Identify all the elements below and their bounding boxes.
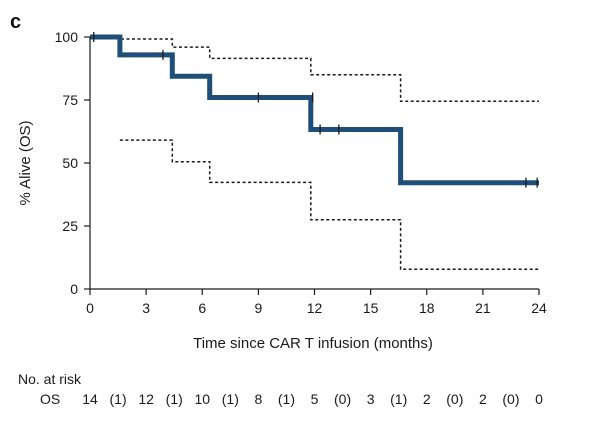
x-tick-label: 24 <box>531 300 547 316</box>
risk-value: 8 <box>254 391 262 407</box>
x-axis-title: Time since CAR T infusion (months) <box>193 335 433 352</box>
x-tick-label: 9 <box>254 300 262 316</box>
plot-area <box>90 32 539 271</box>
y-axis-ticks: 0 25 50 75 100 <box>55 29 90 297</box>
risk-table-title: No. at risk <box>18 371 82 387</box>
risk-table: No. at risk OS 14 (1) 12 (1) 10 (1) 8 (1) 5 (0) 3 (… <box>18 371 543 407</box>
x-axis-ticks: 0 3 6 9 12 15 18 21 24 <box>86 289 547 316</box>
risk-value: 5 <box>311 391 319 407</box>
risk-value: (1) <box>110 391 127 407</box>
risk-value: 2 <box>423 391 431 407</box>
risk-value: (1) <box>390 391 407 407</box>
lower-ci-line <box>119 139 539 271</box>
y-tick-label: 50 <box>62 155 78 171</box>
risk-value: 10 <box>194 391 210 407</box>
survival-estimate-line <box>90 34 539 186</box>
upper-ci-line <box>90 36 539 103</box>
y-axis-title: % Alive (OS) <box>17 120 34 205</box>
y-tick-label: 0 <box>70 281 78 297</box>
risk-value: (0) <box>334 391 351 407</box>
x-tick-label: 21 <box>475 300 491 316</box>
estimate-line <box>90 34 539 186</box>
risk-value: 0 <box>535 391 543 407</box>
risk-row-values: 14 (1) 12 (1) 10 (1) 8 (1) 5 (0) 3 (1) 2 (0) 2 (0) 0 <box>82 391 543 407</box>
risk-value: (0) <box>446 391 463 407</box>
risk-value: 2 <box>479 391 487 407</box>
risk-value: (1) <box>166 391 183 407</box>
censor-marks <box>93 32 538 188</box>
y-tick-label: 75 <box>62 92 78 108</box>
x-tick-label: 18 <box>419 300 435 316</box>
risk-value: 14 <box>82 391 98 407</box>
confidence-interval-lines <box>90 36 539 271</box>
risk-value: (1) <box>278 391 295 407</box>
axes: 0 3 6 9 12 15 18 21 24 0 25 50 75 100 <box>55 29 547 316</box>
x-tick-label: 6 <box>198 300 206 316</box>
y-tick-label: 100 <box>55 29 79 45</box>
panel-label: c <box>10 11 21 33</box>
risk-value: 3 <box>367 391 375 407</box>
risk-row-label: OS <box>40 391 60 407</box>
x-tick-label: 12 <box>307 300 323 316</box>
x-tick-label: 15 <box>363 300 379 316</box>
x-tick-label: 3 <box>142 300 150 316</box>
risk-value: (1) <box>222 391 239 407</box>
risk-value: (0) <box>502 391 519 407</box>
risk-value: 12 <box>138 391 154 407</box>
x-tick-label: 0 <box>86 300 94 316</box>
y-tick-label: 25 <box>62 218 78 234</box>
